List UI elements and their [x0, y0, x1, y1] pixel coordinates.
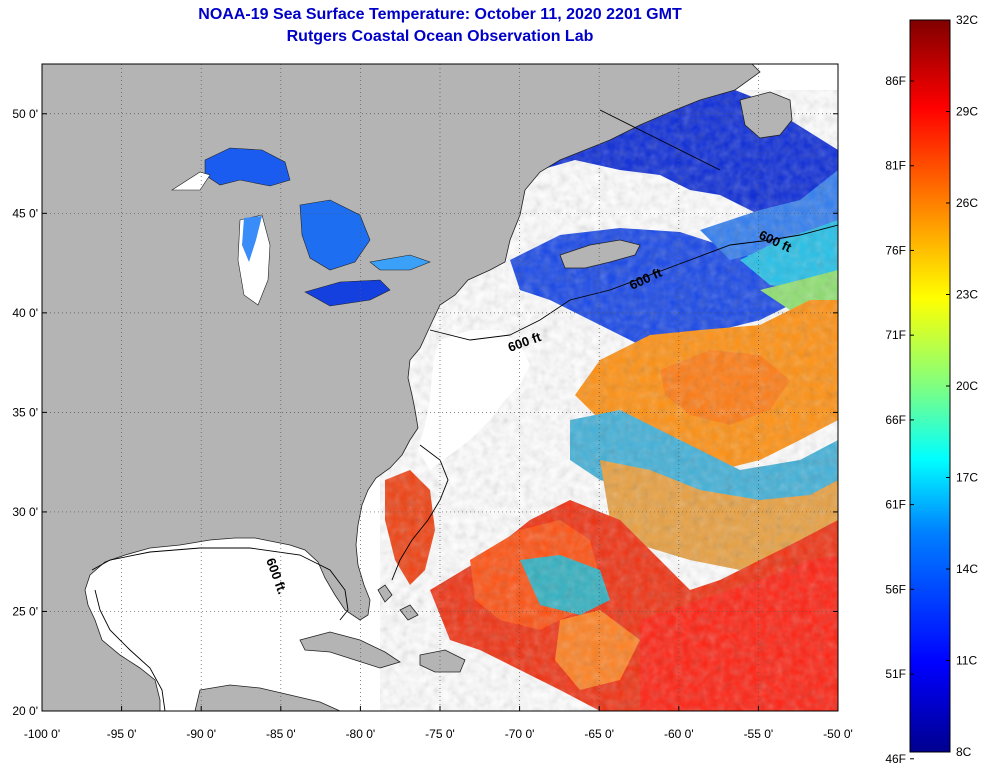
lon-tick-label: -70 0' [505, 727, 535, 741]
colorbar-celsius-label: 20C [956, 379, 978, 393]
colorbar: 32C 29C 26C 23C 20C 17C 14C 11C 8C 86F 81F 76F 71F 66… [885, 13, 978, 766]
graticule [42, 64, 838, 711]
lon-tick-label: -55 0' [744, 727, 774, 741]
colorbar-fahrenheit-label: 76F [885, 243, 906, 257]
map-title: NOAA-19 Sea Surface Temperature: October… [198, 6, 682, 23]
colorbar-gradient [909, 19, 951, 753]
great-lakes [170, 147, 431, 307]
colorbar-celsius-label: 17C [956, 471, 978, 485]
lon-tick-label: -65 0' [584, 727, 614, 741]
colorbar-fahrenheit-label: 81F [885, 159, 906, 173]
latitude-axis: 20 0' 25 0' 30 0' 35 0' 40 0' 45 0' 50 0' [12, 107, 838, 718]
colorbar-celsius-label: 11C [956, 654, 977, 668]
colorbar-celsius-label: 29C [956, 105, 978, 119]
colorbar-celsius-label: 8C [956, 745, 972, 759]
colorbar-fahrenheit-label: 46F [885, 752, 906, 766]
colorbar-fahrenheit-label: 71F [885, 328, 906, 342]
lon-tick-label: -85 0' [266, 727, 296, 741]
colorbar-celsius-label: 14C [956, 562, 978, 576]
colorbar-celsius-label: 23C [956, 288, 978, 302]
colorbar-celsius-label: 26C [956, 196, 978, 210]
lat-tick-label: 40 0' [12, 306, 38, 320]
map-subtitle: Rutgers Coastal Ocean Observation Lab [286, 28, 594, 45]
lon-tick-label: -50 0' [823, 727, 853, 741]
lat-tick-label: 45 0' [12, 206, 38, 220]
land-layer [42, 64, 793, 711]
lat-tick-label: 25 0' [12, 604, 38, 618]
lon-tick-label: -90 0' [186, 727, 216, 741]
lon-tick-label: -100 0' [24, 727, 60, 741]
colorbar-fahrenheit-label: 51F [885, 667, 906, 681]
lat-tick-label: 50 0' [12, 107, 38, 121]
lon-tick-label: -95 0' [107, 727, 137, 741]
colorbar-celsius-label: 32C [956, 13, 978, 27]
lat-tick-label: 30 0' [12, 505, 38, 519]
lon-tick-label: -75 0' [425, 727, 455, 741]
colorbar-fahrenheit-label: 61F [885, 498, 906, 512]
lon-tick-label: -60 0' [664, 727, 694, 741]
longitude-axis: -100 0' -95 0' -90 0' -85 0' -80 0' -75 0' -70… [24, 706, 853, 741]
colorbar-fahrenheit-label: 86F [885, 74, 906, 88]
coastal-no-data [418, 330, 530, 470]
lon-tick-label: -80 0' [346, 727, 376, 741]
colorbar-fahrenheit-label: 56F [885, 582, 906, 596]
depth-contours [91, 109, 838, 711]
lat-tick-label: 20 0' [12, 704, 38, 718]
lat-tick-label: 35 0' [12, 405, 38, 419]
colorbar-fahrenheit-label: 66F [885, 413, 906, 427]
